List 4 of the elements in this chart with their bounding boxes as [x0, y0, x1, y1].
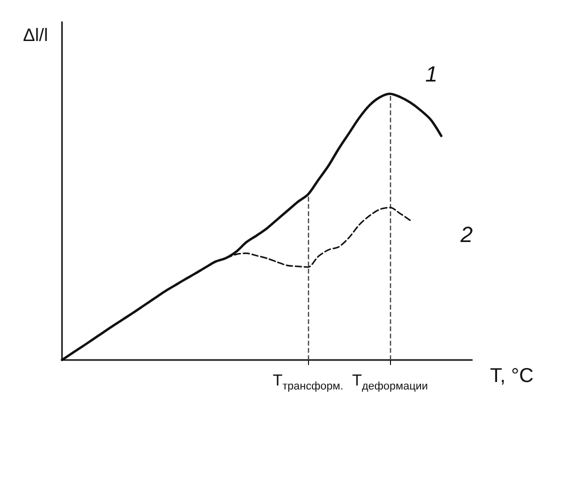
text: 2: [460, 222, 473, 248]
y-axis-title: Δl/l: [22, 25, 48, 45]
series-label: 1: [425, 61, 438, 86]
x-axis-title: T, °C: [490, 365, 534, 387]
